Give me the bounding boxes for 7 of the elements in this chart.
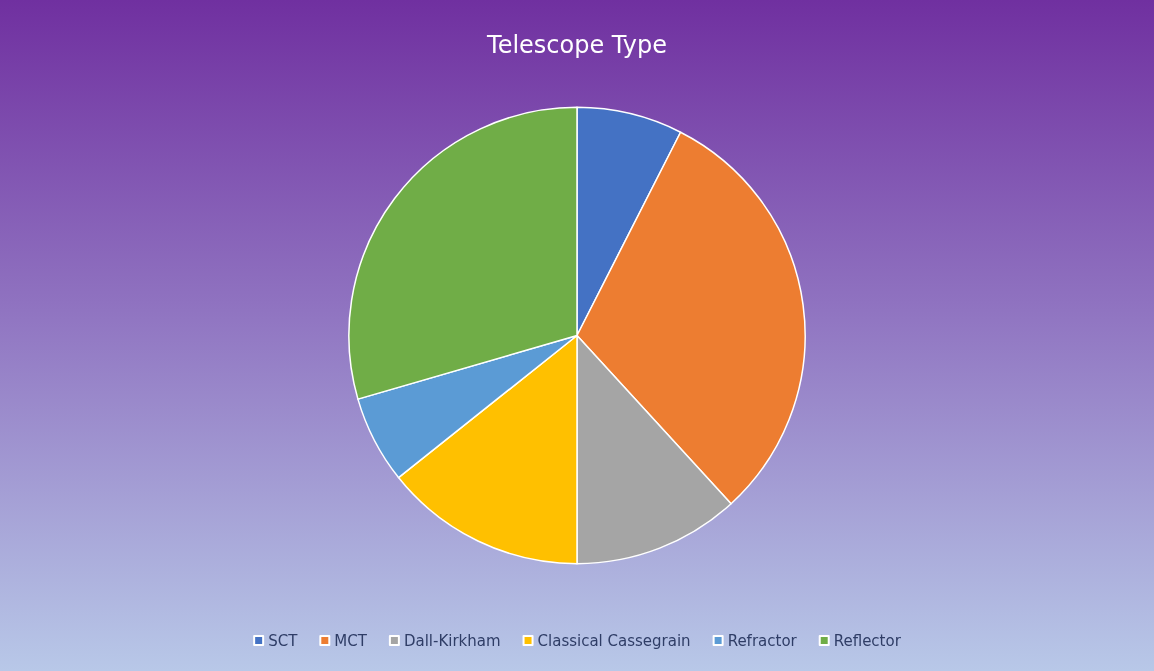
legend-label: Refractor xyxy=(727,631,798,650)
legend-label: Classical Cassegrain xyxy=(537,631,691,650)
chart-title: Telescope Type xyxy=(486,31,667,59)
legend-label: Dall-Kirkham xyxy=(403,631,501,650)
legend-label: SCT xyxy=(268,631,299,650)
legend-label: Reflector xyxy=(833,631,902,650)
legend-label: MCT xyxy=(334,631,368,650)
